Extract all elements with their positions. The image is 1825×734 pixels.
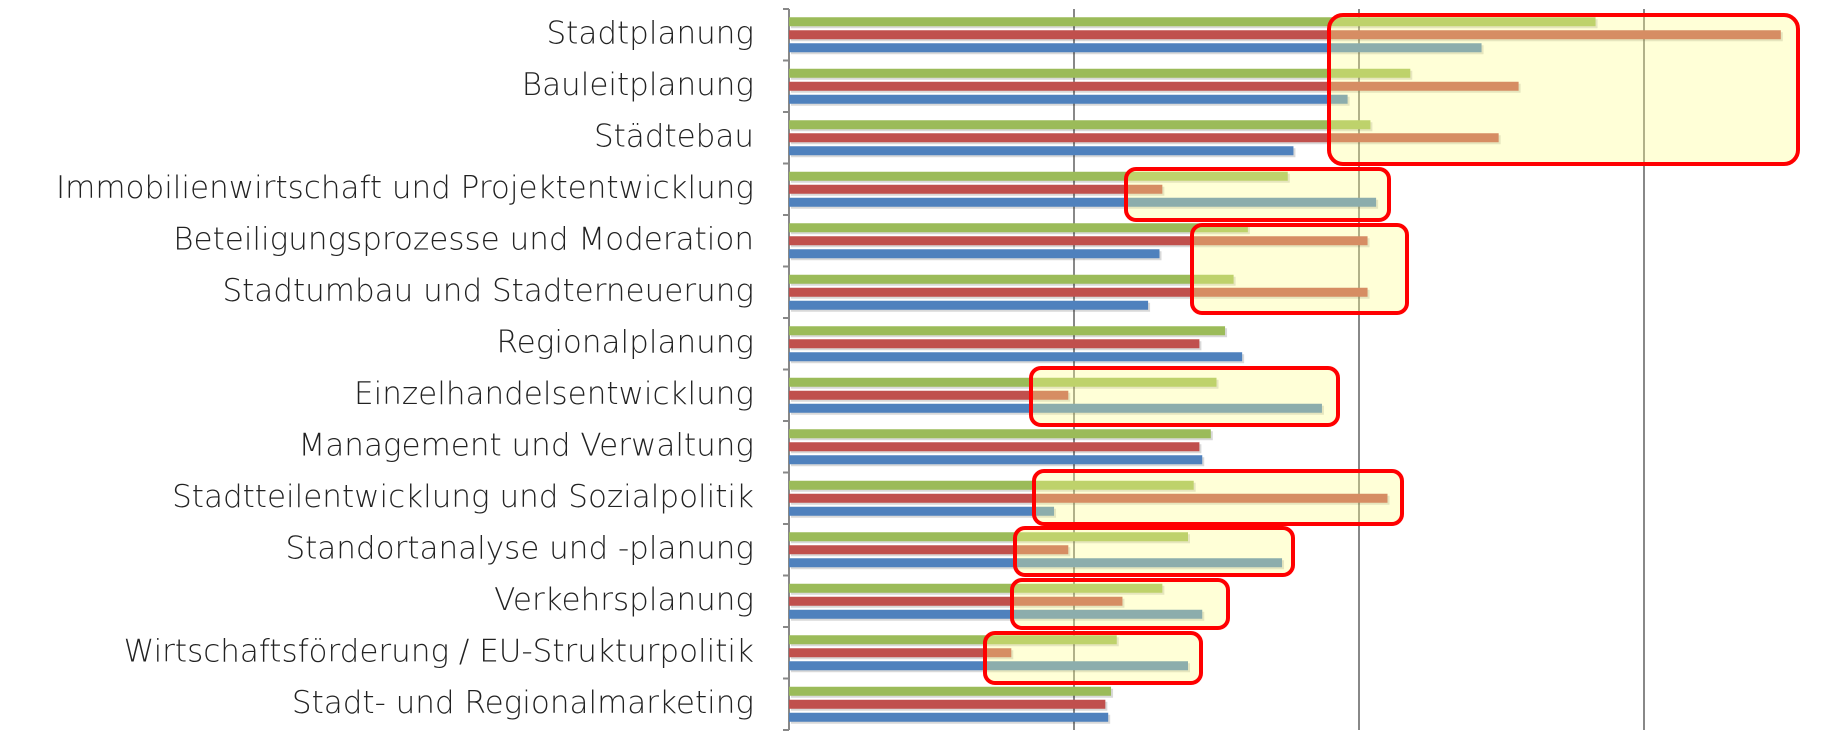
bar	[789, 661, 1188, 671]
highlight-box	[1010, 578, 1230, 630]
bar	[789, 558, 1283, 568]
highlights	[983, 13, 1800, 685]
highlight-box	[1327, 13, 1800, 166]
bar	[789, 274, 1234, 284]
bar	[789, 223, 1248, 233]
bar	[789, 583, 1163, 593]
bar	[789, 635, 1117, 645]
bar	[789, 648, 1012, 658]
bar	[789, 17, 1596, 27]
bar	[789, 171, 1288, 181]
y-tick-label: Standortanalyse und -planung	[285, 530, 754, 566]
bar	[789, 300, 1149, 310]
y-tick-label: Wirtschaftsförderung / EU-Strukturpoliti…	[124, 633, 754, 669]
bar	[789, 81, 1519, 91]
bar	[789, 287, 1368, 297]
bar	[789, 339, 1200, 349]
bar	[789, 455, 1203, 465]
bar	[789, 94, 1348, 104]
bar	[789, 699, 1106, 709]
highlight-box	[1029, 366, 1340, 427]
bar	[789, 120, 1371, 130]
y-tick-label: Verkehrsplanung	[494, 582, 754, 618]
y-tick-label: Bauleitplanung	[522, 67, 754, 103]
y-tick-label: Management und Verwaltung	[299, 427, 754, 463]
bar	[789, 197, 1377, 207]
bar	[789, 506, 1055, 516]
bar	[789, 249, 1160, 259]
bar	[789, 326, 1226, 336]
bar	[789, 68, 1411, 78]
y-tick-label: Stadtumbau und Stadterneuerung	[222, 273, 754, 309]
bar	[789, 545, 1069, 555]
bar	[789, 442, 1200, 452]
y-tick-label: Immobilienwirtschaft und Projektentwickl…	[56, 170, 754, 206]
bar	[789, 686, 1112, 696]
bar	[789, 184, 1163, 194]
bars	[783, 8, 1783, 731]
highlight-box	[1190, 223, 1409, 315]
bar	[789, 429, 1211, 439]
highlight-box	[983, 631, 1203, 685]
bar	[789, 146, 1294, 156]
bar	[789, 390, 1069, 400]
bar	[789, 403, 1322, 413]
bar	[789, 30, 1781, 40]
bar	[789, 532, 1188, 542]
bar	[789, 493, 1388, 503]
y-tick-label: Stadtteilentwicklung und Sozialpolitik	[172, 479, 754, 515]
highlight-box	[1124, 167, 1391, 222]
y-tick-label: Beteiligungsprozesse und Moderation	[173, 221, 754, 257]
bar	[789, 712, 1109, 722]
bar	[789, 377, 1217, 387]
bar	[789, 133, 1499, 143]
bar	[789, 352, 1243, 362]
y-tick-label: Stadt- und Regionalmarketing	[292, 685, 754, 721]
highlight-box	[1013, 526, 1295, 577]
bar	[789, 236, 1368, 246]
y-tick-label: Stadtplanung	[547, 15, 755, 51]
bar	[789, 609, 1203, 619]
bar	[789, 596, 1123, 606]
y-tick-label: Einzelhandelsentwicklung	[354, 376, 754, 412]
bar	[789, 480, 1194, 490]
bar	[789, 43, 1482, 53]
y-tick-label: Städtebau	[594, 118, 754, 154]
y-tick-label: Regionalplanung	[497, 324, 755, 360]
highlight-box	[1032, 469, 1404, 526]
